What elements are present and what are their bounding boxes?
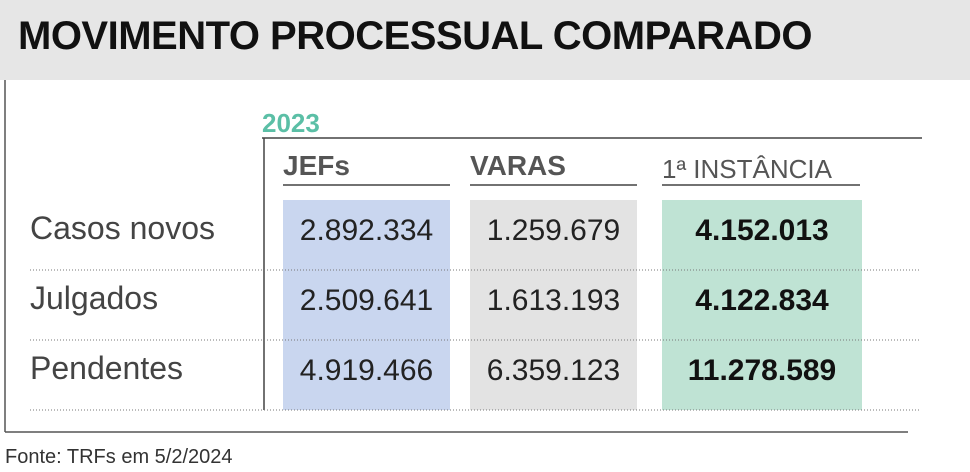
cell-value: 4.152.013 xyxy=(695,214,829,247)
title-bar: MOVIMENTO PROCESSUAL COMPARADO xyxy=(0,0,970,80)
source: Fonte: TRFs em 5/2/2024 xyxy=(5,446,233,468)
cell-value: 1.259.679 xyxy=(486,214,621,247)
instancia-bg xyxy=(662,200,862,410)
cell-value: 11.278.589 xyxy=(687,354,837,387)
cell-value: 2.892.334 xyxy=(299,214,434,247)
title: MOVIMENTO PROCESSUAL COMPARADO xyxy=(18,14,812,58)
row-label: Pendentes xyxy=(30,350,184,386)
jefs-bg xyxy=(283,200,450,410)
column-header: 1ª INSTÂNCIA xyxy=(662,154,832,184)
cell-value: 2.509.641 xyxy=(299,284,434,317)
cell-value: 6.359.123 xyxy=(486,354,621,387)
column-header: VARAS xyxy=(470,150,566,181)
cell-value: 1.613.193 xyxy=(486,284,621,317)
cell-value: 4.919.466 xyxy=(299,354,434,387)
column-header: JEFs xyxy=(283,150,350,181)
row-label: Julgados xyxy=(30,280,159,316)
varas-bg xyxy=(470,200,637,410)
year: 2023 xyxy=(262,108,320,138)
row-label: Casos novos xyxy=(30,210,215,246)
cell-value: 4.122.834 xyxy=(695,284,829,317)
